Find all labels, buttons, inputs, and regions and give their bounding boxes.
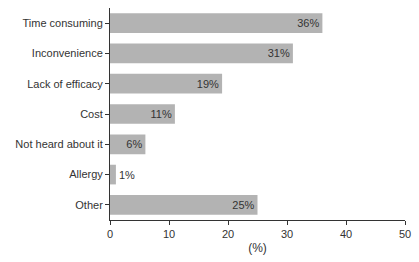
svg-text:25%: 25% [232,199,254,211]
svg-text:40: 40 [340,228,352,240]
svg-text:Allergy: Allergy [69,168,103,180]
svg-text:30: 30 [281,228,293,240]
svg-text:0: 0 [107,228,113,240]
svg-text:11%: 11% [150,108,171,120]
svg-text:(%): (%) [248,241,267,255]
svg-text:Inconvenience: Inconvenience [32,47,103,59]
svg-text:Time consuming: Time consuming [23,17,103,29]
svg-text:Not heard about it: Not heard about it [15,138,102,150]
svg-text:20: 20 [222,228,234,240]
svg-text:19%: 19% [197,78,219,90]
svg-text:Cost: Cost [80,108,103,120]
svg-text:1%: 1% [119,169,135,181]
svg-text:50: 50 [399,228,411,240]
svg-text:Other: Other [75,199,103,211]
svg-text:Lack of efficacy: Lack of efficacy [27,78,103,90]
svg-text:36%: 36% [297,17,319,29]
svg-text:6%: 6% [126,138,142,150]
svg-text:31%: 31% [268,47,290,59]
svg-text:10: 10 [163,228,175,240]
